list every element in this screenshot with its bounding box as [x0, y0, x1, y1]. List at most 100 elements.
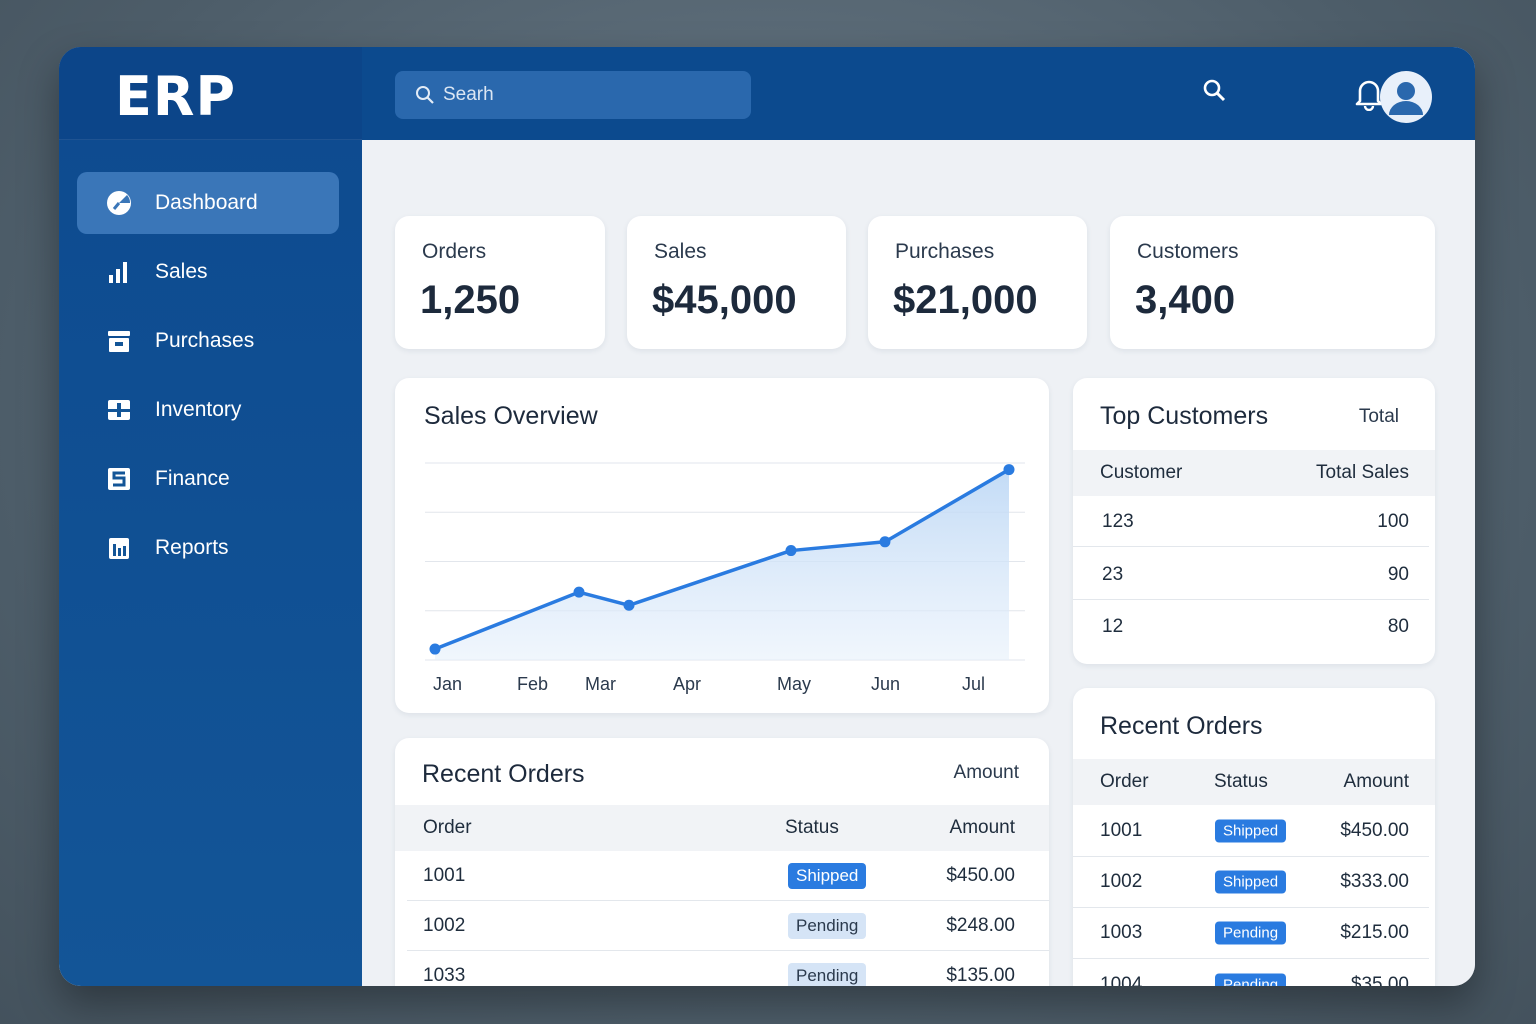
top-bar: Searh — [362, 47, 1475, 140]
table-row[interactable]: 1001 Shipped $450.00 — [407, 851, 1049, 901]
stat-card-customers: Customers 3,400 — [1110, 216, 1435, 349]
customer-id: 23 — [1102, 563, 1124, 585]
order-amount: $135.00 — [946, 965, 1015, 986]
sidebar-item-dashboard[interactable]: Dashboard — [77, 172, 339, 234]
sidebar-item-inventory[interactable]: Inventory — [77, 379, 339, 441]
sidebar-item-label: Purchases — [155, 329, 255, 352]
order-amount: $450.00 — [946, 864, 1015, 886]
chart-area — [435, 469, 1009, 660]
app-window: ERP Dashboard Sales Purchases — [59, 47, 1475, 986]
stat-label: Orders — [422, 240, 487, 263]
recent-orders-compact-card: Recent Orders Order Status Amount 1001 S… — [1073, 688, 1435, 986]
search-input[interactable]: Searh — [395, 71, 751, 119]
chart-point — [573, 586, 585, 598]
inventory-icon — [106, 397, 132, 423]
top-customers-card: Top Customers Total Customer Total Sales… — [1073, 378, 1435, 664]
order-id: 1003 — [1100, 922, 1143, 943]
finance-icon — [106, 466, 132, 492]
table-row[interactable]: 12 80 — [1073, 602, 1429, 652]
chart-point — [429, 643, 441, 655]
user-avatar[interactable] — [1380, 71, 1432, 123]
chart-point — [623, 599, 635, 611]
column-header: Amount — [949, 817, 1015, 838]
sidebar-item-label: Inventory — [155, 398, 242, 421]
bar-chart-icon — [106, 259, 132, 285]
column-header-amount: Amount — [953, 762, 1019, 783]
status-badge: Shipped — [788, 862, 867, 889]
customer-id: 123 — [1102, 510, 1134, 532]
chart-point — [879, 536, 891, 548]
search-icon — [416, 86, 434, 104]
notification-bell-icon[interactable] — [1355, 77, 1383, 116]
search-placeholder: Searh — [443, 84, 494, 105]
table-row[interactable]: 1002 Pending $248.00 — [407, 901, 1049, 951]
status-badge: Shipped — [1215, 819, 1287, 843]
sidebar-nav: Dashboard Sales Purchases Inventory — [77, 172, 339, 586]
reports-icon — [106, 535, 132, 561]
column-header: Order — [1100, 771, 1149, 792]
order-amount: $333.00 — [1340, 871, 1409, 892]
table-header: Order Status Amount — [1073, 759, 1435, 805]
column-header-total: Total — [1358, 406, 1399, 427]
order-id: 1001 — [423, 864, 466, 886]
column-header: Amount — [1343, 771, 1409, 792]
stat-value: 3,400 — [1135, 278, 1236, 322]
search-icon[interactable] — [1202, 77, 1228, 112]
table-row[interactable]: 23 90 — [1073, 550, 1429, 600]
column-header: Status — [1214, 771, 1268, 792]
order-id: 1004 — [1100, 973, 1143, 987]
table-row[interactable]: 1002 Shipped $333.00 — [1073, 857, 1429, 908]
order-amount: $215.00 — [1340, 922, 1409, 943]
column-header: Status — [785, 817, 839, 838]
chart-point — [785, 545, 797, 557]
table-row[interactable]: 1033 Pending $135.00 — [407, 951, 1049, 986]
table-row[interactable]: 123 100 — [1073, 497, 1429, 547]
status-badge: Pending — [788, 912, 867, 939]
dashboard-icon — [106, 190, 132, 216]
chart-point — [1003, 464, 1015, 476]
sidebar-item-reports[interactable]: Reports — [77, 517, 339, 579]
status-badge: Pending — [1215, 973, 1287, 986]
stat-card-sales: Sales $45,000 — [627, 216, 846, 349]
order-amount: $35.00 — [1350, 973, 1409, 987]
x-axis-tick-label: Feb — [517, 674, 549, 694]
brand-bar: ERP — [59, 47, 362, 140]
status-badge: Shipped — [1215, 870, 1287, 894]
stat-card-purchases: Purchases $21,000 — [868, 216, 1087, 349]
table-header: Customer Total Sales — [1073, 450, 1435, 496]
sidebar-item-finance[interactable]: Finance — [77, 448, 339, 510]
stat-label: Sales — [654, 240, 707, 263]
stat-label: Customers — [1137, 240, 1239, 263]
order-id: 1001 — [1100, 820, 1143, 841]
column-header: Order — [423, 817, 472, 838]
sidebar: ERP Dashboard Sales Purchases — [59, 47, 362, 986]
status-badge: Pending — [788, 963, 867, 986]
stat-value: $21,000 — [893, 278, 1038, 322]
customer-id: 12 — [1102, 616, 1124, 637]
order-id: 1002 — [1100, 871, 1143, 892]
column-header: Customer — [1100, 462, 1183, 483]
brand-logo[interactable]: ERP — [115, 65, 237, 128]
table-row[interactable]: 1001 Shipped $450.00 — [1073, 806, 1429, 857]
box-icon — [106, 328, 132, 354]
customer-total: 90 — [1387, 563, 1409, 585]
x-axis-tick-label: Jun — [871, 674, 901, 694]
sidebar-item-purchases[interactable]: Purchases — [77, 310, 339, 372]
chart-line — [434, 468, 1010, 651]
table-row[interactable]: 1004 Pending $35.00 — [1073, 959, 1429, 986]
sidebar-item-sales[interactable]: Sales — [77, 241, 339, 303]
order-id: 1002 — [423, 914, 466, 936]
column-header: Total Sales — [1316, 462, 1409, 483]
x-axis-tick-label: May — [777, 674, 812, 694]
card-title: Sales Overview — [424, 402, 598, 430]
order-amount: $450.00 — [1340, 820, 1409, 841]
customer-total: 100 — [1377, 510, 1409, 532]
table-header: Order Status Amount — [395, 805, 1049, 851]
table-row[interactable]: 1003 Pending $215.00 — [1073, 908, 1429, 959]
order-id: 1033 — [423, 965, 466, 986]
main-content: Orders 1,250 Sales $45,000 Purchases $21… — [362, 140, 1475, 986]
recent-orders-card: Recent Orders Amount Order Status Amount… — [395, 738, 1049, 986]
sidebar-item-label: Reports — [155, 536, 229, 559]
x-axis-tick-label: Jan — [433, 674, 463, 694]
status-badge: Pending — [1215, 921, 1287, 945]
